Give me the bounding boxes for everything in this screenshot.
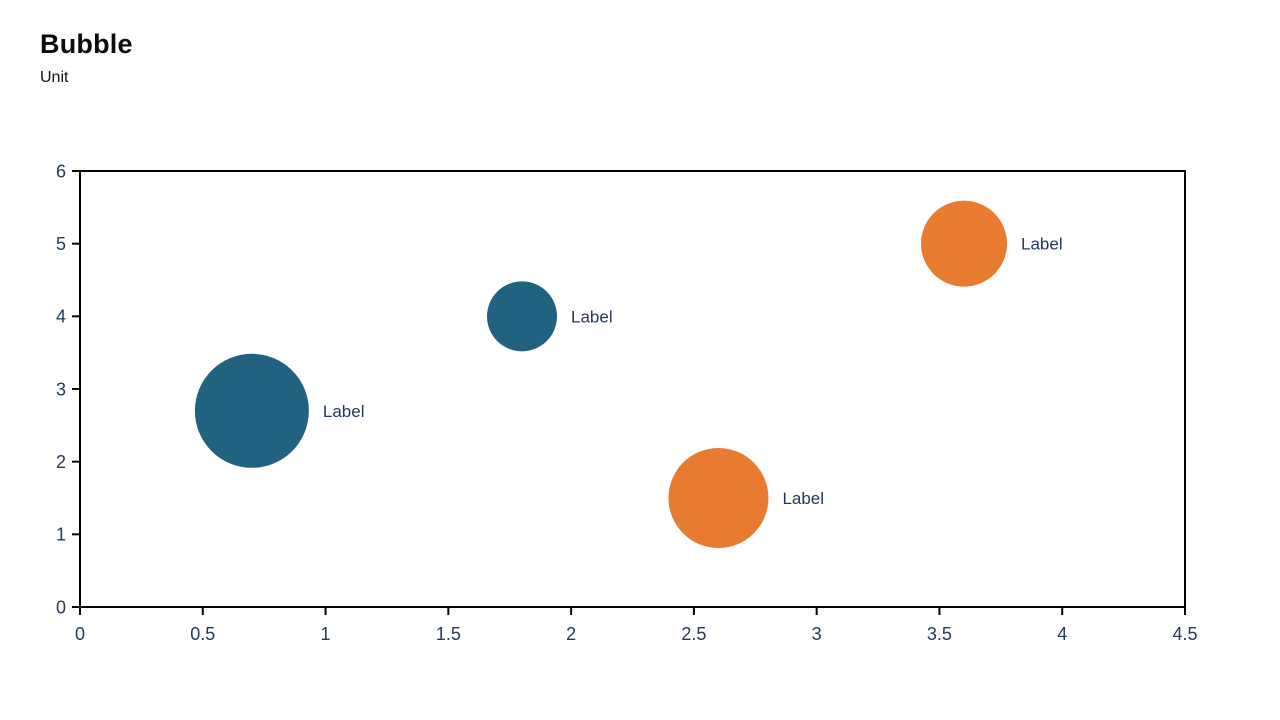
bubble-data-label: Label — [1021, 235, 1063, 254]
bubble-blue — [487, 281, 557, 352]
x-tick-label: 1.5 — [436, 624, 461, 644]
bubble-orange — [921, 200, 1007, 287]
bubble-data-label: Label — [571, 307, 613, 326]
x-tick-label: 0 — [75, 624, 85, 644]
bubble-data-label: Label — [782, 489, 824, 508]
y-tick-label: 0 — [56, 597, 66, 617]
y-tick-label: 1 — [56, 525, 66, 545]
chart-title: Bubble — [40, 29, 133, 59]
bubble-orange — [668, 448, 769, 548]
x-tick-label: 2 — [566, 624, 576, 644]
x-tick-label: 1 — [321, 624, 331, 644]
x-tick-label: 3.5 — [927, 624, 952, 644]
x-tick-label: 4 — [1057, 624, 1067, 644]
bubble-blue — [194, 353, 309, 468]
x-tick-label: 3 — [812, 624, 822, 644]
y-tick-label: 3 — [56, 379, 66, 399]
y-tick-label: 6 — [56, 161, 66, 181]
bubble-data-label: Label — [323, 402, 365, 421]
y-tick-label: 5 — [56, 234, 66, 254]
x-tick-label: 0.5 — [190, 624, 215, 644]
x-tick-label: 2.5 — [681, 624, 706, 644]
y-tick-label: 4 — [56, 307, 66, 327]
y-tick-label: 2 — [56, 452, 66, 472]
x-tick-label: 4.5 — [1172, 624, 1197, 644]
chart-header: Bubble Unit — [40, 29, 133, 87]
chart-subtitle: Unit — [40, 68, 69, 86]
